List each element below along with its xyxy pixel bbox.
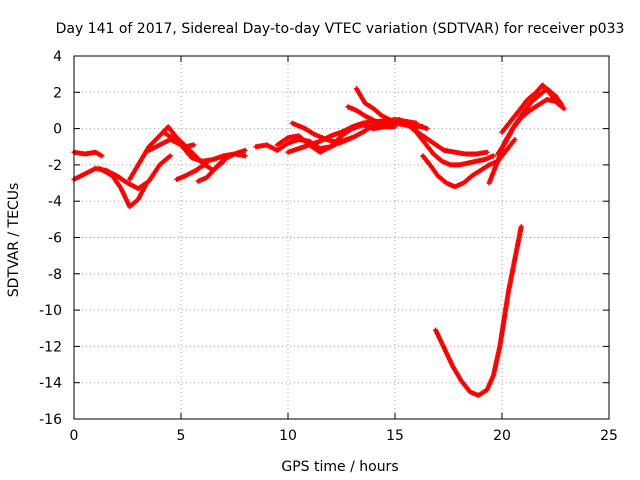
data-point	[242, 153, 248, 159]
x-axis-label: GPS time / hours	[281, 459, 398, 475]
x-tick-label: 0	[70, 428, 79, 444]
y-tick-label: -8	[48, 267, 62, 283]
series-sat-n	[353, 86, 426, 130]
series-sat-m	[345, 104, 398, 130]
data-point	[204, 160, 210, 166]
data-point	[490, 153, 496, 159]
x-tick-label: 25	[600, 428, 618, 444]
series-sat-l	[289, 120, 355, 146]
series-sat-g	[174, 160, 210, 182]
series-sat-q	[409, 126, 490, 157]
series-sat-u	[433, 224, 524, 398]
y-tick-label: -14	[39, 376, 62, 392]
data-point	[99, 153, 105, 159]
data-point	[512, 136, 518, 142]
grid-layer	[74, 56, 609, 419]
x-tick-label: 20	[493, 428, 511, 444]
data-point	[484, 149, 490, 155]
y-axis-label: SDTVAR / TECUs	[6, 183, 22, 298]
data-point	[424, 126, 430, 132]
tick-layer: 0 5 10 15 20 25 -16 -14 -12 -10 -8 -6 -4 -2 0 2 4	[39, 49, 618, 444]
data-point	[561, 106, 567, 112]
series-sat-a	[71, 149, 105, 159]
data-point	[555, 100, 561, 106]
y-tick-label: 0	[53, 122, 62, 138]
y-tick-label: -2	[48, 158, 62, 174]
data-point	[144, 180, 150, 186]
series-sat-c	[97, 166, 150, 210]
series-sat-t	[499, 82, 561, 135]
series-sat-p	[420, 136, 518, 190]
chart-title: Day 141 of 2017, Sidereal Day-to-day VTE…	[56, 21, 625, 37]
data-layer	[71, 82, 567, 398]
y-tick-label: -10	[39, 303, 62, 319]
data-point	[518, 224, 524, 230]
x-tick-label: 15	[386, 428, 404, 444]
series-sat-f	[161, 129, 197, 150]
x-tick-label: 10	[279, 428, 297, 444]
series-sat-h	[195, 158, 227, 184]
data-point	[221, 158, 227, 164]
data-point	[559, 102, 565, 108]
y-tick-label: -6	[48, 231, 62, 247]
data-point	[392, 124, 398, 130]
data-point	[420, 124, 426, 130]
series-sat-b	[71, 153, 173, 191]
y-tick-label: -16	[39, 412, 62, 428]
data-point	[242, 147, 248, 153]
data-point	[349, 135, 355, 141]
x-tick-label: 5	[177, 428, 186, 444]
y-tick-label: 4	[53, 49, 62, 65]
y-tick-label: -4	[48, 194, 62, 210]
y-tick-label: -12	[39, 339, 62, 355]
data-point	[191, 142, 197, 148]
y-tick-label: 2	[53, 85, 62, 101]
data-point	[167, 153, 173, 159]
